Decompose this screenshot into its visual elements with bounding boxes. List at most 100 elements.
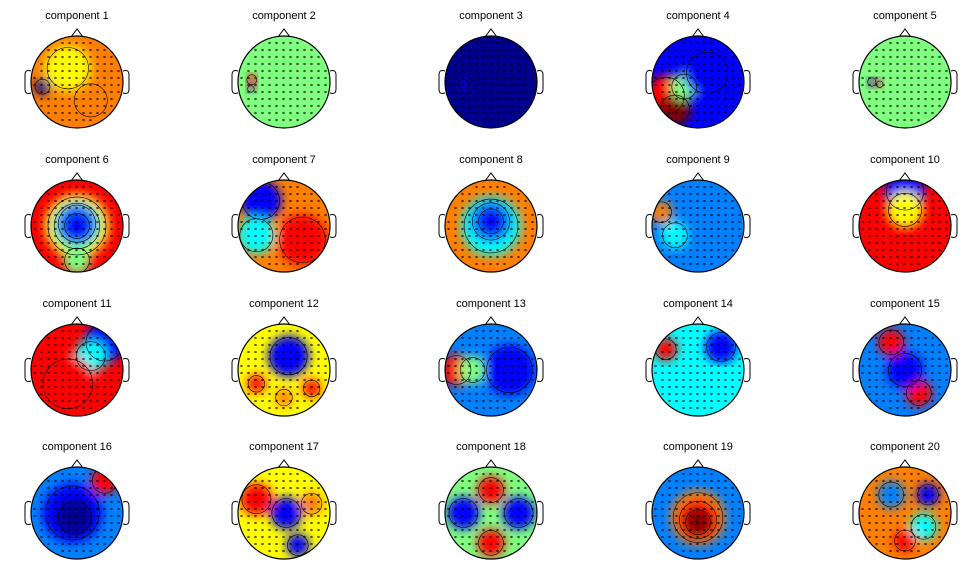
electrode-marker	[503, 104, 506, 108]
electrode-marker	[82, 255, 85, 259]
electrode-marker	[510, 69, 513, 73]
electrode-marker	[868, 220, 871, 224]
electrode-marker	[938, 199, 941, 203]
electrode-marker	[461, 192, 464, 196]
electrode-marker	[689, 83, 692, 87]
electrode-marker	[924, 220, 927, 224]
electrode-marker	[675, 357, 678, 361]
electrode-marker	[738, 500, 741, 504]
electrode-marker	[89, 104, 92, 108]
activation-region	[300, 492, 324, 516]
electrode-marker	[882, 364, 885, 368]
electrode-marker	[454, 371, 457, 375]
electrode-marker	[110, 241, 113, 245]
electrode-marker	[682, 479, 685, 483]
electrode-marker	[261, 514, 264, 518]
electrode-marker	[475, 378, 478, 382]
electrode-marker	[303, 62, 306, 66]
contour-line	[275, 389, 293, 407]
electrode-marker	[89, 227, 92, 231]
electrode-marker	[454, 535, 457, 539]
electrode-marker	[910, 255, 913, 259]
electrode-marker	[68, 500, 71, 504]
electrode-marker	[68, 535, 71, 539]
electrode-marker	[661, 90, 664, 94]
electrode-marker	[47, 385, 50, 389]
electrode-marker	[503, 62, 506, 66]
contour-line	[271, 498, 302, 528]
electrode-marker	[475, 118, 478, 122]
electrode-marker	[96, 97, 99, 101]
electrode-marker	[931, 535, 934, 539]
electrode-marker	[917, 357, 920, 361]
electrode-marker	[896, 514, 899, 518]
electrode-marker	[689, 378, 692, 382]
electrode-marker	[68, 255, 71, 259]
electrode-marker	[731, 83, 734, 87]
electrode-marker	[724, 62, 727, 66]
electrode-marker	[503, 507, 506, 511]
electrode-marker	[517, 69, 520, 73]
electrode-marker	[938, 234, 941, 238]
electrode-marker	[717, 76, 720, 80]
electrode-marker	[68, 262, 71, 266]
electrode-marker	[275, 350, 278, 354]
electrode-marker	[47, 378, 50, 382]
electrode-marker	[261, 350, 264, 354]
contour-line	[34, 78, 51, 95]
electrode-marker	[254, 350, 257, 354]
electrode-marker	[110, 69, 113, 73]
electrode-marker	[296, 336, 299, 340]
electrode-marker	[696, 185, 699, 189]
electrode-marker	[689, 104, 692, 108]
electrode-marker	[40, 241, 43, 245]
electrode-marker	[696, 350, 699, 354]
electrode-marker	[889, 199, 892, 203]
electrode-marker	[696, 262, 699, 266]
electrode-marker	[496, 55, 499, 59]
electrode-marker	[289, 83, 292, 87]
electrode-marker	[496, 90, 499, 94]
ear-outline	[329, 358, 337, 382]
head-map	[231, 459, 337, 560]
electrode-marker	[75, 329, 78, 333]
electrode-marker	[310, 55, 313, 59]
electrode-marker	[510, 486, 513, 490]
electrode-marker	[689, 206, 692, 210]
electrode-marker	[917, 262, 920, 266]
electrode-marker	[668, 76, 671, 80]
electrode-marker	[696, 486, 699, 490]
electrode-marker	[47, 241, 50, 245]
electrode-marker	[247, 528, 250, 532]
electrode-marker	[310, 76, 313, 80]
electrode-marker	[668, 479, 671, 483]
electrode-marker	[931, 514, 934, 518]
nose-outline	[898, 172, 912, 182]
electrode-marker	[496, 336, 499, 340]
electrode-marker	[254, 192, 257, 196]
electrode-marker	[924, 83, 927, 87]
electrode-marker	[75, 255, 78, 259]
electrode-marker	[103, 83, 106, 87]
electrode-marker	[96, 255, 99, 259]
electrode-marker	[489, 55, 492, 59]
electrode-marker	[696, 69, 699, 73]
electrode-marker	[882, 507, 885, 511]
electrode-marker	[889, 500, 892, 504]
head-map	[231, 28, 337, 129]
electrode-marker	[503, 48, 506, 52]
electrode-marker	[903, 69, 906, 73]
electrode-marker	[89, 234, 92, 238]
electrode-marker	[482, 350, 485, 354]
electrode-marker	[738, 234, 741, 238]
electrode-marker	[75, 76, 78, 80]
electrode-marker	[924, 213, 927, 217]
electrode-marker	[524, 97, 527, 101]
electrode-marker	[261, 48, 264, 52]
ear-outline	[24, 358, 32, 382]
electrode-marker	[54, 542, 57, 546]
electrode-marker	[503, 192, 506, 196]
electrode-marker	[68, 48, 71, 52]
electrode-marker	[924, 69, 927, 73]
electrode-marker	[103, 55, 106, 59]
